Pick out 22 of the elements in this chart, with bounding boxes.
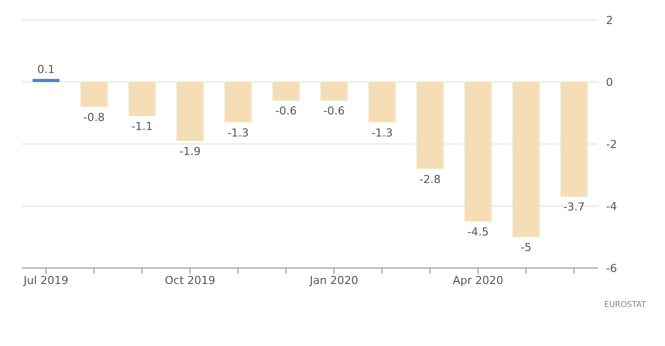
x-tick-label: Apr 2020 <box>452 274 504 287</box>
data-label: -1.1 <box>131 120 153 134</box>
y-tick-label: -6 <box>606 262 617 275</box>
x-tick-label: Jan 2020 <box>308 274 358 287</box>
data-label: -0.8 <box>83 110 105 124</box>
data-label: -5 <box>520 241 532 254</box>
data-label: -0.6 <box>275 104 297 118</box>
data-label: -1.3 <box>371 126 393 140</box>
data-label: -1.3 <box>227 126 249 140</box>
data-label: 0.1 <box>37 62 55 76</box>
text: EUROSTAT <box>604 300 646 309</box>
data-label: -1.9 <box>179 144 201 158</box>
x-tick-label: Oct 2019 <box>164 274 216 287</box>
data-label: -2.8 <box>419 172 441 186</box>
data-label: -0.6 <box>323 104 345 118</box>
y-tick-label: 2 <box>606 14 613 27</box>
data-label: -3.7 <box>563 200 585 214</box>
y-tick-label: -2 <box>606 138 617 151</box>
y-tick-label: 0 <box>606 76 613 89</box>
data-label: -4.5 <box>467 226 489 238</box>
x-tick-label: Jul 2019 <box>22 274 68 287</box>
y-tick-label: -4 <box>606 200 617 213</box>
